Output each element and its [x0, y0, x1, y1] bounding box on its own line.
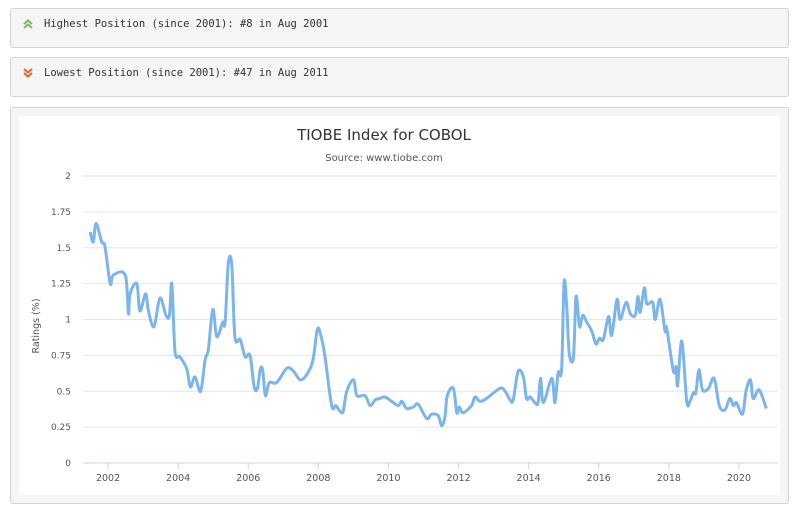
double-chevron-down-icon	[23, 68, 33, 78]
y-tick-label: 1.5	[57, 244, 71, 254]
x-tick-label: 2020	[727, 473, 751, 484]
lowest-position-panel: Lowest Position (since 2001): #47 in Aug…	[10, 57, 789, 97]
x-tick-label: 2016	[587, 473, 611, 484]
y-tick-label: 0.25	[51, 423, 71, 433]
chart-subtitle: Source: www.tiobe.com	[325, 153, 443, 164]
chart-title: TIOBE Index for COBOL	[296, 126, 471, 144]
highest-position-text: Highest Position (since 2001): #8 in Aug…	[44, 18, 329, 30]
x-tick-label: 2002	[96, 473, 120, 484]
x-tick-label: 2010	[376, 473, 400, 484]
series-line-cobol	[88, 221, 768, 428]
x-tick-label: 2004	[166, 473, 190, 484]
x-tick-label: 2008	[306, 473, 330, 484]
y-axis-label: Ratings (%)	[31, 298, 42, 353]
y-tick-label: 2	[65, 172, 71, 182]
x-tick-label: 2006	[236, 473, 260, 484]
y-tick-label: 0	[65, 459, 71, 469]
y-tick-label: 1	[65, 316, 71, 326]
y-tick-label: 0.75	[51, 351, 71, 361]
lowest-position-text: Lowest Position (since 2001): #47 in Aug…	[44, 67, 329, 79]
highest-position-panel: Highest Position (since 2001): #8 in Aug…	[10, 8, 789, 48]
x-tick-label: 2012	[446, 473, 470, 484]
y-tick-label: 1.75	[51, 208, 71, 218]
y-tick-label: 0.5	[57, 387, 71, 397]
x-tick-label: 2018	[657, 473, 681, 484]
chart-panel: TIOBE Index for COBOL Source: www.tiobe.…	[10, 107, 789, 504]
double-chevron-up-icon	[23, 19, 33, 29]
y-tick-label: 1.25	[51, 280, 71, 290]
chart-card: TIOBE Index for COBOL Source: www.tiobe.…	[19, 116, 780, 495]
tiobe-line-chart: TIOBE Index for COBOL Source: www.tiobe.…	[31, 126, 778, 484]
x-tick-label: 2014	[517, 473, 541, 484]
